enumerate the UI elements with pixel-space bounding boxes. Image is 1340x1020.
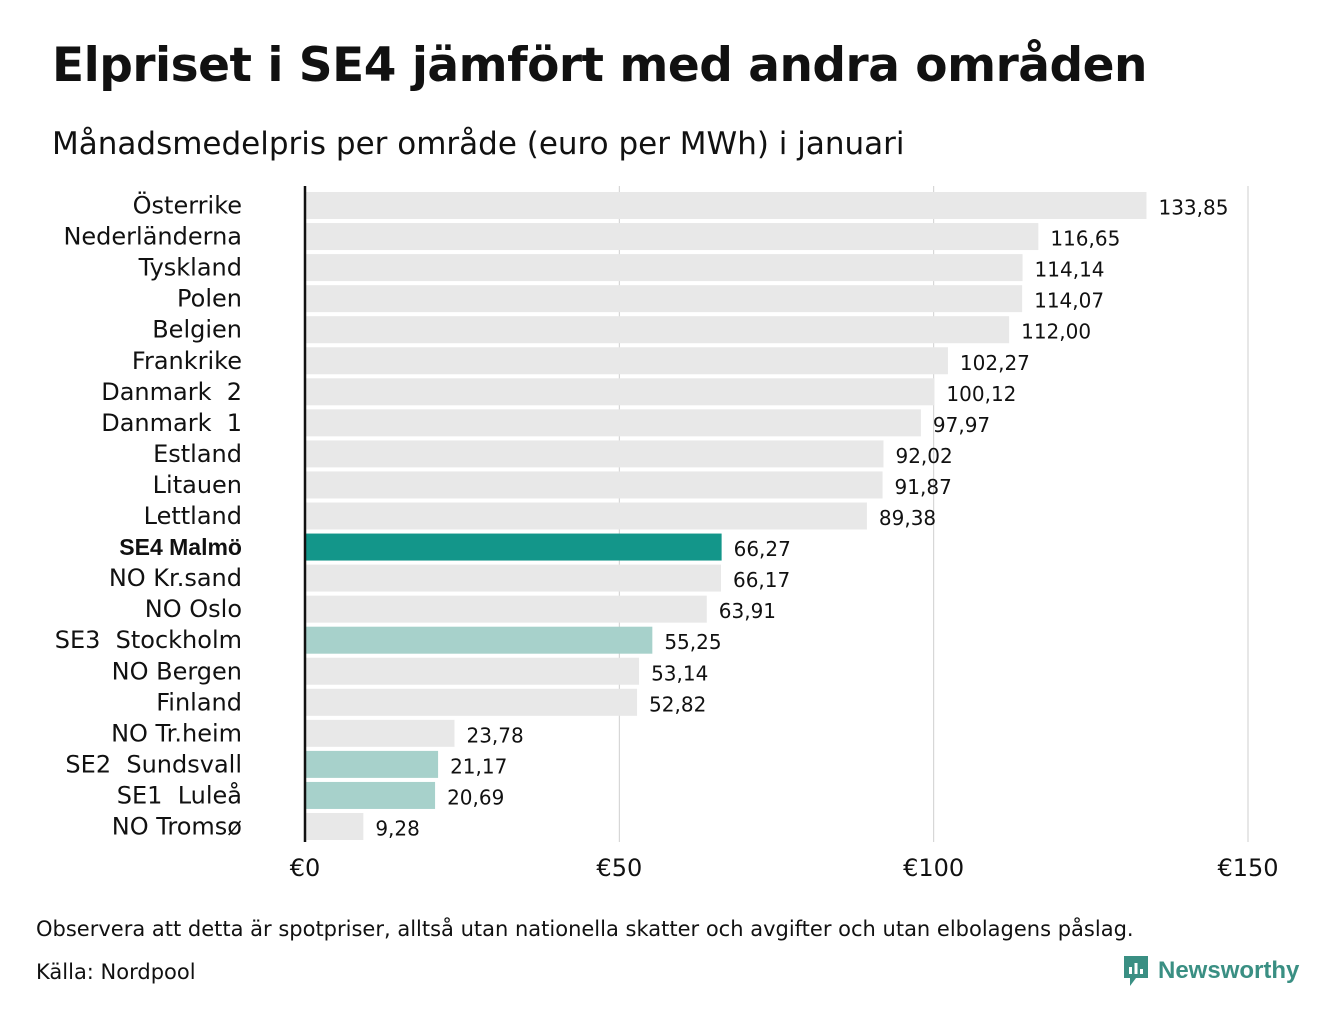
bar: [305, 564, 721, 592]
footnote: Observera att detta är spotpriser, allts…: [36, 917, 1134, 941]
category-label: Tyskland: [138, 254, 242, 282]
category-label: NO Tr.heim: [111, 719, 242, 747]
value-label: 63,91: [719, 599, 776, 623]
bar: [305, 626, 653, 654]
value-label: 20,69: [447, 785, 504, 809]
bar: [305, 440, 884, 468]
value-label: 114,14: [1035, 258, 1105, 282]
value-label: 89,38: [879, 506, 936, 530]
value-label: 116,65: [1050, 227, 1120, 251]
chart-title: Elpriset i SE4 jämfört med andra områden: [52, 38, 1147, 93]
value-label: 66,17: [733, 568, 790, 592]
x-tick-label: €50: [596, 854, 642, 882]
bar: [305, 471, 883, 499]
value-label: 55,25: [664, 630, 721, 654]
category-label: NO Tromsø: [112, 813, 242, 841]
category-label: Estland: [153, 440, 242, 468]
bar: [305, 347, 948, 375]
bar: [305, 781, 436, 809]
category-label: NO Kr.sand: [109, 564, 242, 592]
bar: [305, 595, 707, 623]
category-label: Danmark 2: [101, 378, 242, 406]
category-label: Frankrike: [132, 347, 242, 375]
bar: [305, 502, 867, 530]
category-label: SE4 Malmö: [119, 534, 242, 560]
x-tick-label: €150: [1217, 854, 1278, 882]
category-label: Litauen: [153, 471, 242, 499]
value-label: 21,17: [450, 754, 507, 778]
value-label: 9,28: [375, 817, 420, 841]
category-label: Danmark 1: [101, 409, 242, 437]
bar: [305, 285, 1023, 313]
bar: [305, 533, 722, 561]
category-label: NO Bergen: [112, 657, 242, 685]
newsworthy-logo-icon: [1124, 956, 1148, 986]
value-label: 91,87: [895, 475, 952, 499]
category-label: Polen: [177, 285, 242, 313]
value-label: 97,97: [933, 413, 990, 437]
chart-subtitle: Månadsmedelpris per område (euro per MWh…: [52, 126, 905, 162]
brand-name: Newsworthy: [1158, 957, 1300, 984]
bar: [305, 316, 1010, 344]
category-label: SE2 Sundsvall: [65, 750, 242, 778]
category-label: SE3 Stockholm: [55, 626, 242, 654]
value-label: 133,85: [1158, 196, 1228, 220]
category-label: Finland: [156, 688, 242, 716]
bar: [305, 192, 1147, 219]
value-label: 53,14: [651, 661, 708, 685]
value-label: 92,02: [895, 444, 952, 468]
bar: [305, 750, 439, 778]
bar: [305, 378, 935, 406]
bar: [305, 254, 1023, 282]
bar: [305, 719, 455, 747]
source-note: Källa: Nordpool: [36, 960, 196, 984]
category-label: Lettland: [144, 502, 242, 530]
category-label: Österrike: [133, 191, 242, 220]
bar: [305, 813, 364, 840]
brand-logo: Newsworthy: [1122, 954, 1299, 988]
bar-chart: Österrike 133,85 Nederländerna 116,65 Tyskla…: [55, 186, 1279, 882]
value-label: 102,27: [960, 351, 1030, 375]
value-label: 23,78: [466, 723, 523, 747]
value-label: 100,12: [946, 382, 1016, 406]
x-tick-label: €100: [903, 854, 964, 882]
bar: [305, 657, 640, 685]
value-label: 114,07: [1034, 289, 1104, 313]
value-label: 52,82: [649, 692, 706, 716]
bar: [305, 688, 638, 716]
category-label: NO Oslo: [145, 595, 242, 623]
category-label: Nederländerna: [63, 223, 242, 251]
x-tick-label: €0: [290, 854, 321, 882]
category-label: SE1 Luleå: [117, 780, 242, 809]
category-label: Belgien: [152, 316, 242, 344]
bar: [305, 409, 921, 437]
value-label: 66,27: [734, 537, 791, 561]
bar: [305, 223, 1039, 251]
value-label: 112,00: [1021, 320, 1091, 344]
